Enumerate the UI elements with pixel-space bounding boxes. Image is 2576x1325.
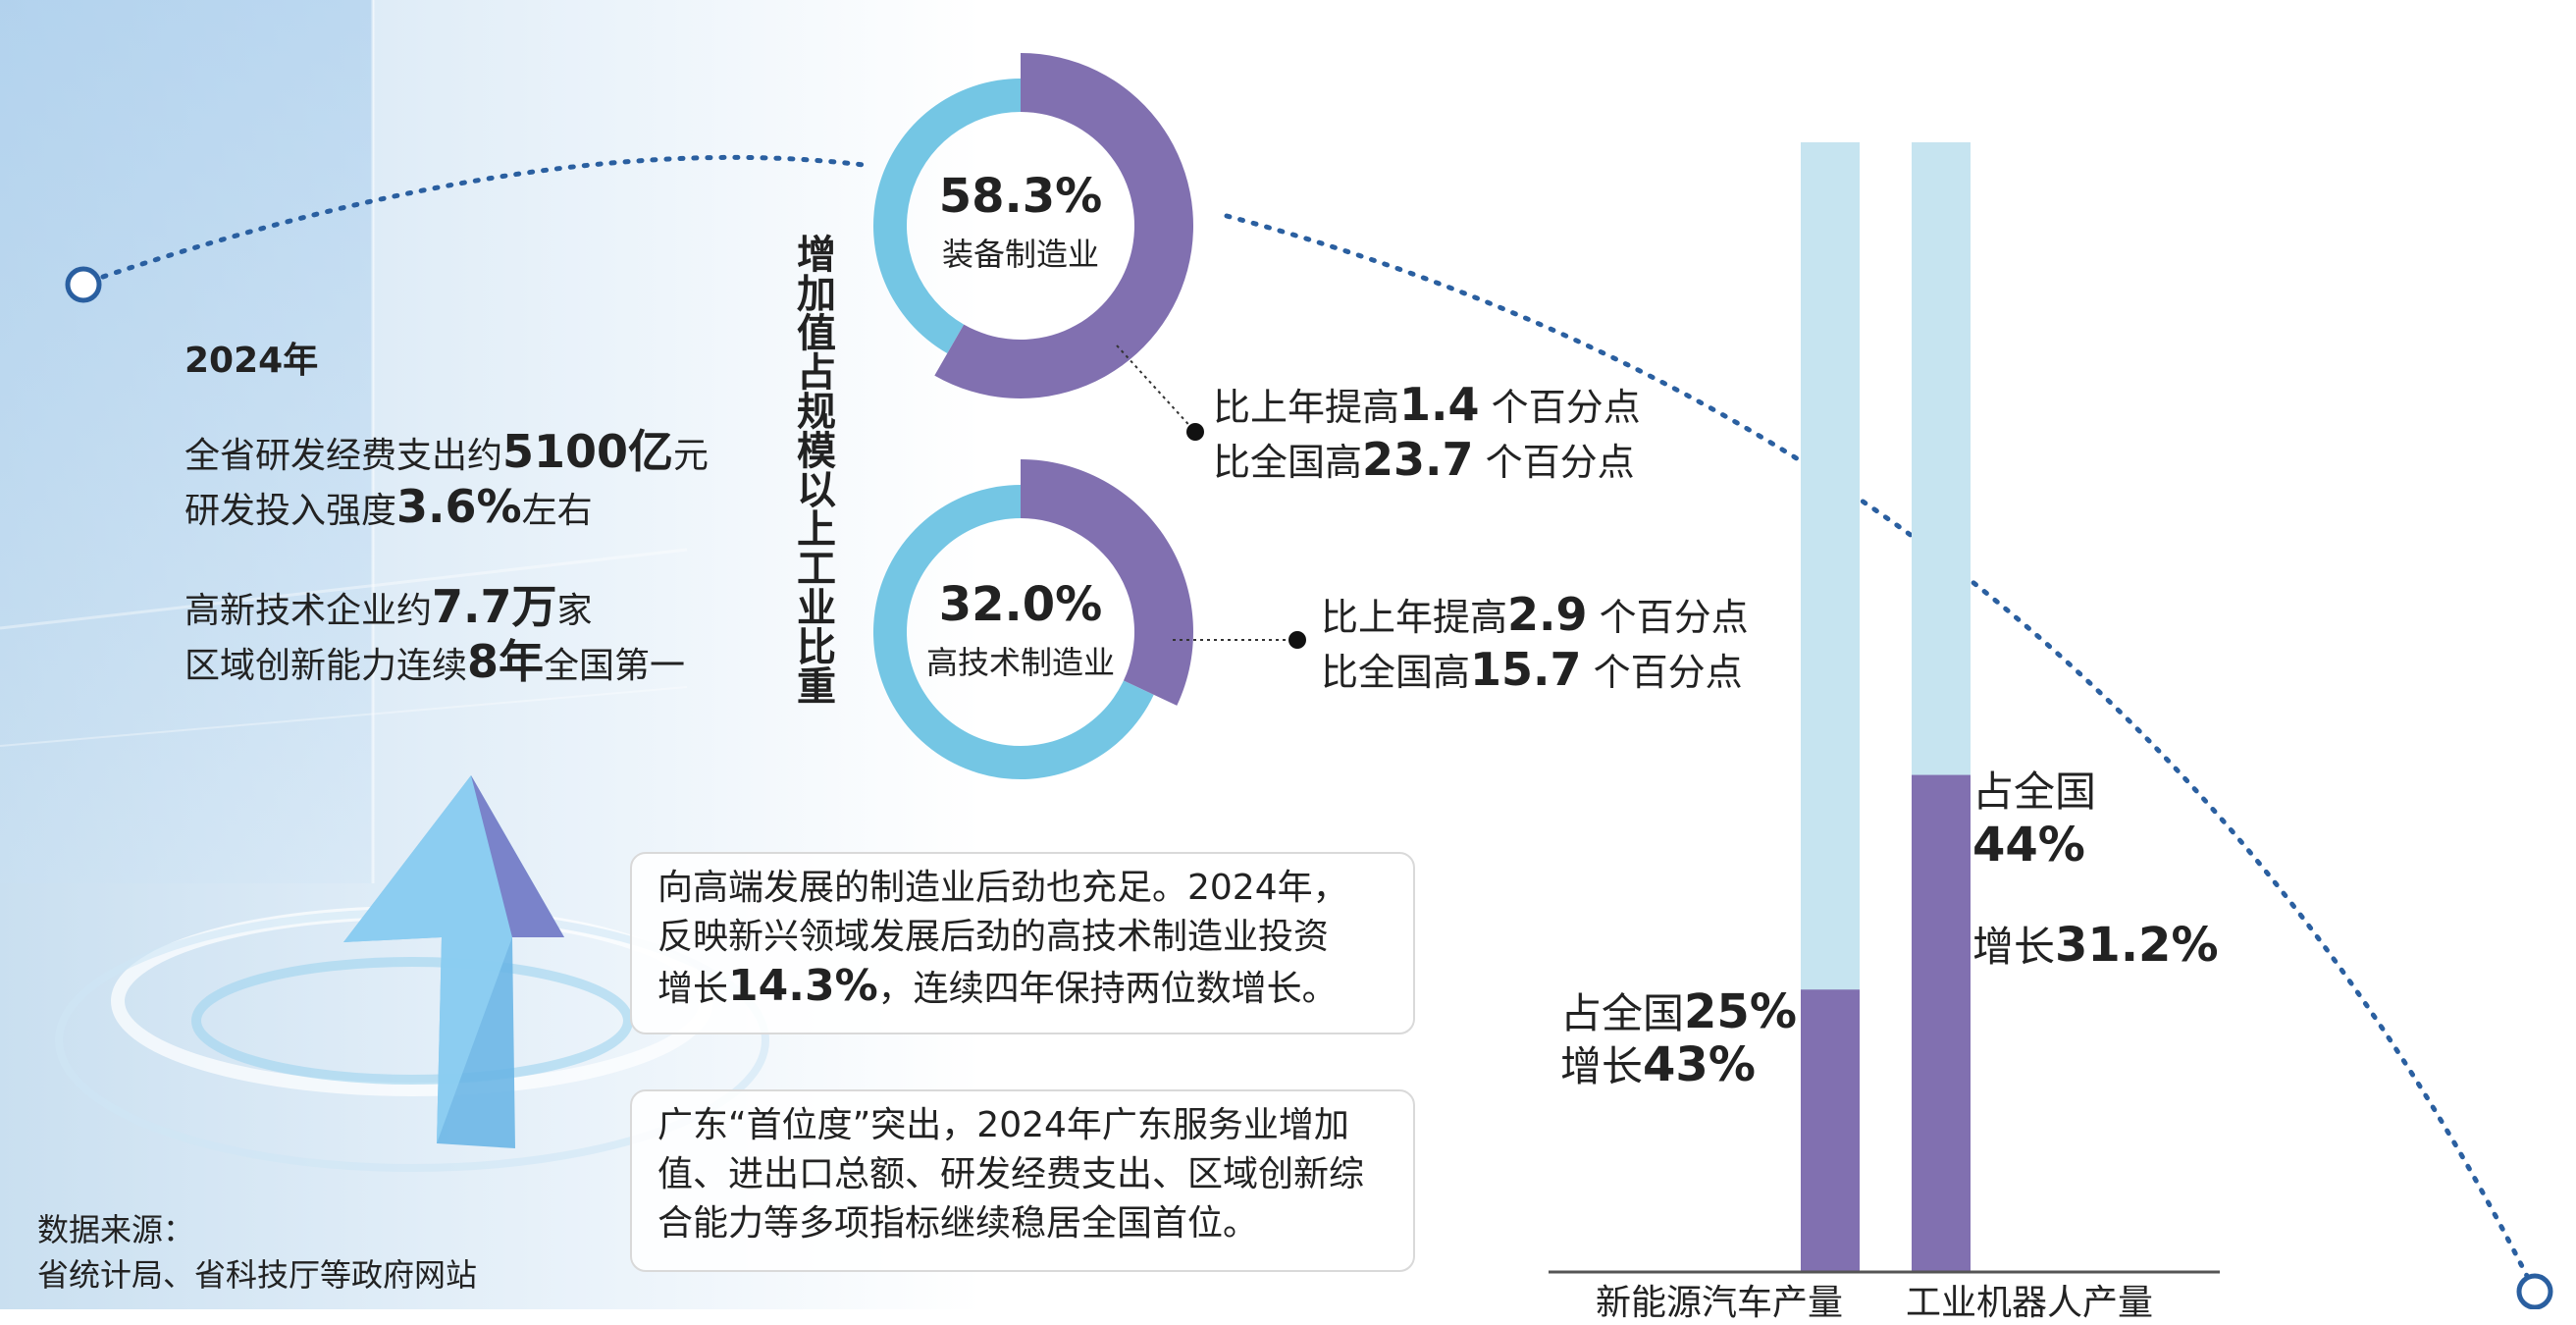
stat-rd-intensity: 研发投入强度3.6%左右 [184, 480, 593, 533]
axis-label-robot: 工业机器人产量 [1905, 1283, 2153, 1323]
donut-hightech-label: 高技术制造业 [925, 644, 1115, 681]
robot-share-prefix: 占全国 [1972, 768, 2097, 816]
background-glass [0, 0, 373, 883]
vertical-title: 增加值占规模以上工业比重 [790, 234, 835, 705]
leader-dot-hightech [1288, 631, 1306, 649]
donut-hightech-value: 32.0% [938, 577, 1103, 632]
stat-rd-expense: 全省研发经费支出约5100亿元 [184, 425, 710, 478]
bar-group [1801, 142, 1971, 1272]
hightech-compare-national: 比全国高15.7 个百分点 [1321, 643, 1743, 696]
background-decoration [0, 0, 769, 1172]
donut-equipment-label: 装备制造业 [941, 236, 1099, 273]
stat-hightech-firms: 高新技术企业约7.7万家 [184, 580, 593, 633]
leader-dot-equipment [1186, 423, 1204, 441]
bar-value-0 [1801, 989, 1860, 1272]
year-label: 2024年 [184, 341, 319, 381]
bar-value-1 [1912, 774, 1971, 1272]
robot-growth-label: 增长31.2% [1972, 918, 2219, 973]
axis-label-nev: 新能源汽车产量 [1595, 1283, 1843, 1323]
nev-growth-label: 增长43% [1560, 1037, 1756, 1092]
donut-hightech-value-slice [1021, 459, 1193, 706]
up-arrow-icon [343, 775, 564, 1148]
equipment-compare-national: 比全国高23.7 个百分点 [1213, 433, 1635, 486]
stat-innovation-rank: 区域创新能力连续8年全国第一 [184, 635, 686, 688]
donut-hightech-center: 32.0% 高技术制造业 [913, 577, 1129, 683]
primacy-box: 广东“首位度”突出，2024年广东服务业增加值、进出口总额、研发经费支出、区域创… [630, 1089, 1415, 1272]
donut-equipment-value: 58.3% [938, 169, 1103, 224]
nev-share-label: 占全国25% [1560, 984, 1797, 1039]
donut-equipment-value-slice [934, 53, 1193, 398]
equipment-compare-prev-year: 比上年提高1.4 个百分点 [1213, 378, 1641, 431]
arc-end-circle [2516, 1273, 2553, 1309]
investment-growth-box: 向高端发展的制造业后劲也充足。2024年， 反映新兴领域发展后劲的高技术制造业投… [630, 852, 1415, 1034]
donut-hightech-chart [873, 459, 1193, 779]
arc-start-circle [65, 266, 102, 303]
donut-equipment-chart [872, 53, 1193, 398]
hightech-compare-prev-year: 比上年提高2.9 个百分点 [1321, 588, 1749, 641]
donut-equipment-remainder-slice [872, 78, 1021, 354]
data-source: 数据来源： 省统计局、省科技厅等政府网站 [37, 1211, 478, 1294]
donut-equipment-center: 58.3% 装备制造业 [913, 169, 1129, 275]
leader-line-equipment [1116, 344, 1196, 433]
robot-share-value: 44% [1972, 818, 2085, 873]
